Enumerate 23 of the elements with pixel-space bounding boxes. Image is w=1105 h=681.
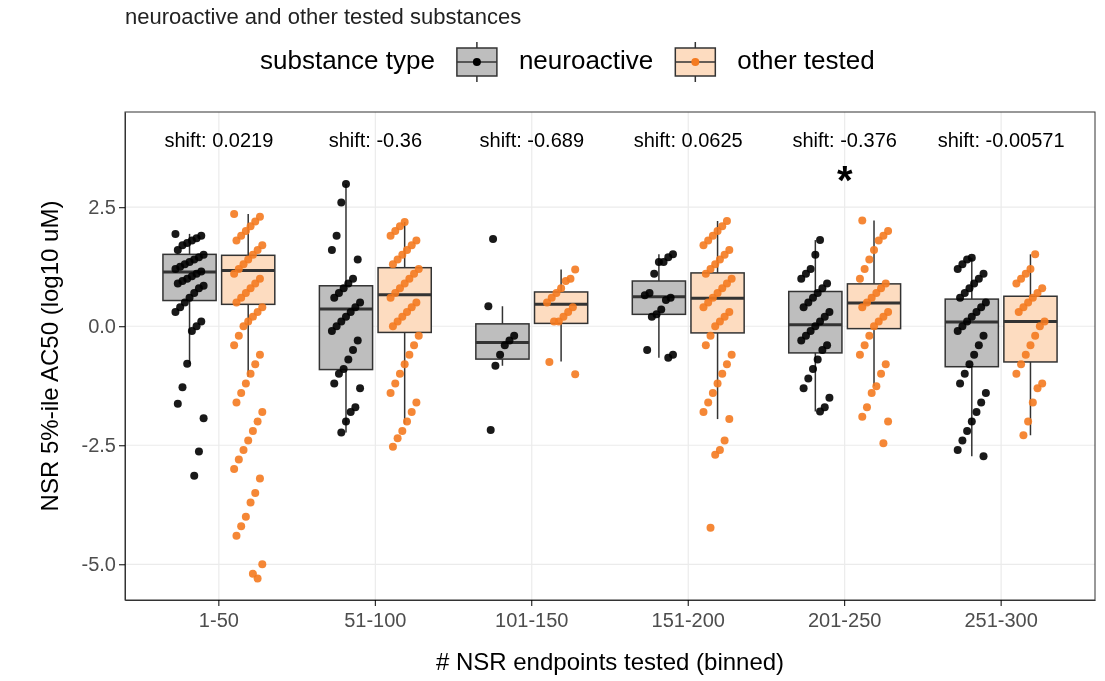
annotation: shift: -0.36 <box>328 129 423 152</box>
legend-title: substance type <box>260 44 435 75</box>
x-tick-label: 1-50 <box>198 609 239 631</box>
legend-label: neuroactive <box>518 44 654 75</box>
annotation: shift: -0.376 <box>792 129 897 152</box>
annotation: shift: -0.689 <box>479 129 585 152</box>
annotation: shift: -0.00571 <box>937 129 1065 152</box>
x-tick-label: 101-150 <box>495 609 569 631</box>
x-tick-label: 201-250 <box>807 609 882 631</box>
x-tick-label: 51-100 <box>344 609 407 631</box>
y-tick-label: 2.5 <box>88 196 116 219</box>
chart-title: neuroactive and other tested substances <box>125 4 522 29</box>
y-tick-label: 0.0 <box>88 315 116 338</box>
x-tick-label: 251-300 <box>964 609 1038 631</box>
annotation: * <box>836 158 853 202</box>
y-axis-title: NSR 5%-ile AC50 (log10 uM) <box>36 200 63 512</box>
y-tick-label: -5.0 <box>81 553 116 576</box>
annotation: shift: 0.0625 <box>633 129 743 152</box>
x-tick-label: 151-200 <box>651 609 725 631</box>
y-tick-label: -2.5 <box>81 434 116 457</box>
legend-label: other tested <box>737 44 875 75</box>
annotation: shift: 0.0219 <box>164 129 274 152</box>
x-axis-title: # NSR endpoints tested (binned) <box>435 648 785 675</box>
